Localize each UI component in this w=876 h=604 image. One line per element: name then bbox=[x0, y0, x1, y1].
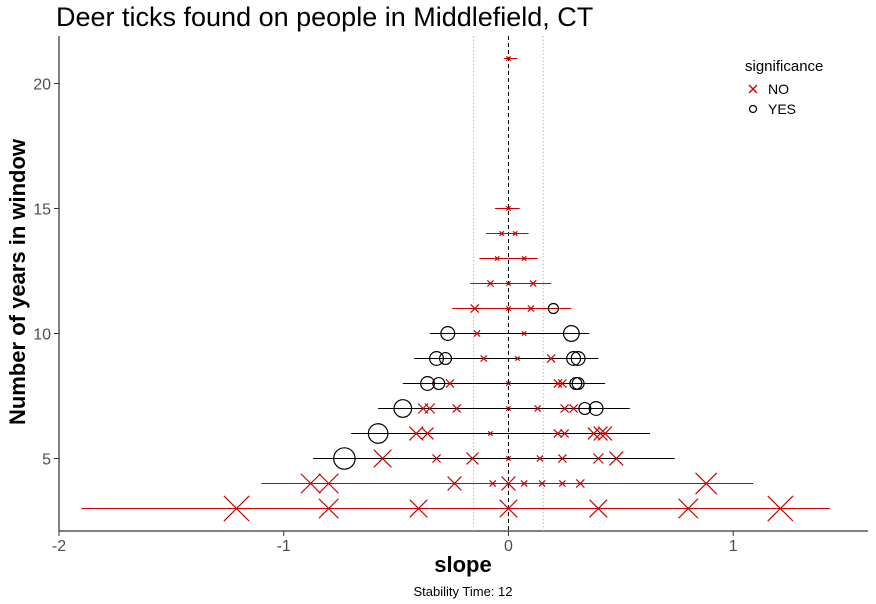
point-not-significant bbox=[486, 279, 494, 288]
point-not-significant bbox=[432, 454, 442, 463]
point-not-significant bbox=[593, 426, 608, 441]
point-not-significant bbox=[421, 427, 434, 440]
point-not-significant bbox=[569, 404, 579, 413]
point-not-significant bbox=[538, 479, 546, 488]
point-significant bbox=[440, 326, 456, 342]
y-tick-label: 15 bbox=[33, 202, 51, 219]
point-not-significant bbox=[300, 473, 321, 494]
point-not-significant bbox=[499, 499, 518, 518]
point-not-significant bbox=[597, 426, 613, 441]
point-significant bbox=[438, 351, 453, 366]
point-not-significant bbox=[409, 499, 428, 518]
point-not-significant bbox=[521, 330, 527, 337]
point-not-significant bbox=[608, 451, 624, 466]
point-not-significant bbox=[678, 498, 699, 519]
point-not-significant bbox=[553, 379, 563, 388]
point-not-significant bbox=[512, 230, 518, 237]
point-not-significant bbox=[557, 454, 567, 463]
point-not-significant bbox=[546, 354, 556, 363]
point-not-significant bbox=[505, 455, 512, 462]
point-not-significant bbox=[527, 304, 535, 313]
chart-title: Deer ticks found on people in Middlefiel… bbox=[56, 2, 594, 32]
point-significant bbox=[578, 401, 592, 416]
point-not-significant bbox=[473, 329, 481, 338]
point-significant bbox=[547, 302, 559, 315]
x-axis-label: slope bbox=[434, 552, 492, 577]
point-not-significant bbox=[767, 495, 794, 522]
point-not-significant bbox=[318, 473, 339, 494]
point-not-significant bbox=[223, 495, 250, 522]
point-not-significant bbox=[534, 404, 542, 413]
point-not-significant bbox=[408, 426, 424, 441]
y-tick-label: 5 bbox=[42, 452, 51, 469]
point-not-significant bbox=[575, 479, 585, 488]
point-not-significant bbox=[373, 449, 392, 468]
point-significant bbox=[393, 399, 413, 418]
point-not-significant bbox=[489, 479, 497, 488]
y-tick-label: 10 bbox=[33, 327, 51, 344]
point-not-significant bbox=[553, 429, 563, 438]
point-not-significant bbox=[589, 499, 608, 518]
point-not-significant bbox=[480, 354, 488, 363]
point-not-significant bbox=[557, 379, 567, 388]
point-not-significant bbox=[505, 305, 512, 312]
point-not-significant bbox=[318, 498, 339, 519]
x-tick-label: 0 bbox=[504, 538, 513, 555]
point-significant bbox=[432, 376, 446, 391]
point-not-significant bbox=[587, 427, 601, 440]
x-tick-label: -2 bbox=[52, 538, 66, 555]
point-not-significant bbox=[520, 479, 528, 488]
point-significant bbox=[333, 447, 356, 470]
legend-label-yes: YES bbox=[768, 101, 797, 117]
point-not-significant bbox=[466, 452, 479, 465]
point-not-significant bbox=[424, 403, 436, 414]
x-tick-label: -1 bbox=[277, 538, 291, 555]
point-not-significant bbox=[494, 255, 500, 262]
point-not-significant bbox=[501, 476, 516, 491]
point-not-significant bbox=[695, 472, 718, 495]
point-not-significant bbox=[558, 479, 566, 488]
point-not-significant bbox=[499, 230, 505, 237]
point-not-significant bbox=[445, 379, 455, 388]
point-not-significant bbox=[505, 205, 512, 212]
point-not-significant bbox=[592, 453, 604, 464]
point-significant bbox=[562, 325, 580, 342]
point-significant bbox=[429, 351, 445, 367]
x-tick-label: 1 bbox=[729, 538, 738, 555]
point-significant bbox=[570, 351, 586, 367]
point-significant bbox=[420, 376, 436, 392]
legend-title: significance bbox=[745, 58, 824, 75]
point-not-significant bbox=[505, 55, 512, 62]
point-not-significant bbox=[529, 279, 537, 288]
stability-caption: Stability Time: 12 bbox=[413, 584, 513, 599]
legend-cross-icon bbox=[748, 84, 758, 94]
point-significant bbox=[588, 401, 604, 417]
point-not-significant bbox=[560, 429, 570, 438]
point-not-significant bbox=[505, 280, 512, 287]
point-not-significant bbox=[447, 476, 462, 491]
legend-label-no: NO bbox=[768, 81, 789, 97]
point-not-significant bbox=[560, 404, 570, 413]
point-not-significant bbox=[452, 404, 462, 413]
y-tick-label: 20 bbox=[33, 77, 51, 94]
point-significant bbox=[571, 376, 585, 391]
legend-circle-icon bbox=[748, 104, 758, 114]
point-not-significant bbox=[505, 405, 512, 412]
point-not-significant bbox=[514, 355, 521, 362]
point-significant bbox=[367, 423, 389, 444]
point-not-significant bbox=[505, 380, 512, 387]
point-not-significant bbox=[470, 304, 480, 313]
point-not-significant bbox=[487, 430, 494, 437]
point-significant bbox=[566, 351, 582, 367]
point-not-significant bbox=[521, 255, 527, 262]
point-not-significant bbox=[536, 454, 544, 463]
